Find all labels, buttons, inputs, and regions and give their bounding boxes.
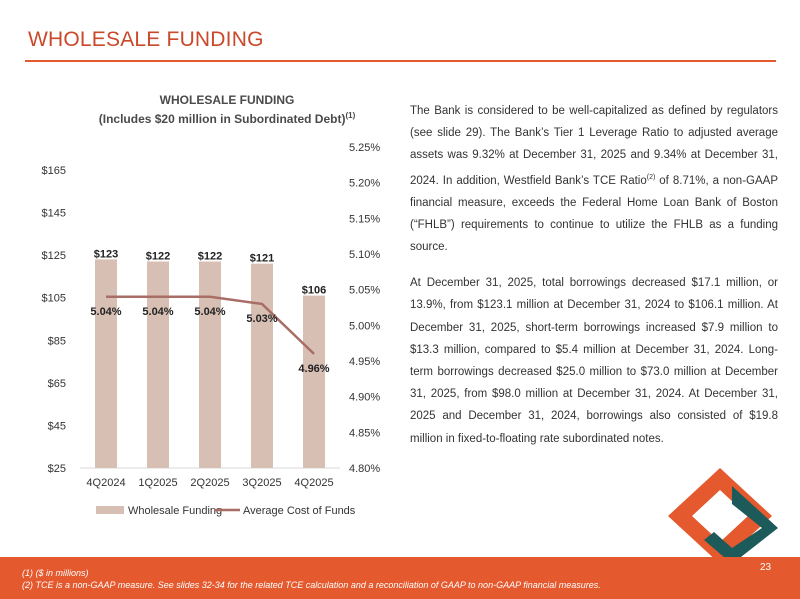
bar-data-label: $122 — [198, 251, 222, 263]
y-right-tick-label: 4.95% — [349, 356, 380, 368]
y-left-tick-label: $65 — [48, 378, 66, 390]
y-left-tick-label: $125 — [42, 250, 66, 262]
page-title: WHOLESALE FUNDING — [28, 28, 264, 51]
y-left-tick-label: $165 — [42, 165, 66, 177]
footnote-1: (1) ($ in millions) — [22, 568, 89, 578]
wholesale-funding-chart: $25 $45 $65 $85 $105 $125 $145 $165 4.80% 4.85% 4.… — [42, 142, 381, 517]
y-left-tick-label: $45 — [48, 420, 66, 432]
y-left-tick-label: $145 — [42, 208, 66, 220]
chart-title-block: WHOLESALE FUNDING (Includes $20 million … — [40, 92, 414, 127]
bar-wholesale-funding — [251, 263, 273, 468]
bar-data-label: $121 — [250, 253, 274, 265]
commentary-paragraph-1: The Bank is considered to be well-capita… — [410, 105, 778, 254]
y-left-tick-label: $105 — [42, 293, 66, 305]
chart-title: WHOLESALE FUNDING — [159, 93, 295, 107]
x-tick-label: 1Q2025 — [138, 477, 177, 489]
legend-label-wholesale-funding: Wholesale Funding — [128, 505, 222, 517]
x-tick-label: 4Q2025 — [294, 477, 333, 489]
commentary-text: The Bank is considered to be well-capita… — [410, 100, 778, 464]
chart-subtitle-footnote: (1) — [345, 111, 356, 120]
y-right-tick-label: 5.15% — [349, 213, 380, 225]
bar-wholesale-funding — [199, 261, 221, 468]
commentary-paragraph-2: At December 31, 2025, total borrowings d… — [410, 277, 778, 445]
commentary-footnote-ref: (2) — [646, 173, 656, 181]
title-divider — [25, 60, 776, 62]
bar-wholesale-funding — [147, 261, 169, 468]
y-left-tick-label: $25 — [48, 463, 66, 475]
line-data-label: 5.04% — [90, 306, 121, 318]
legend-label-average-cost-of-funds: Average Cost of Funds — [243, 505, 356, 517]
line-data-label: 5.03% — [246, 313, 277, 325]
bar-wholesale-funding — [303, 295, 325, 468]
bar-data-label: $123 — [94, 248, 118, 260]
y-right-tick-label: 5.20% — [349, 178, 380, 190]
x-tick-label: 2Q2025 — [190, 477, 229, 489]
line-average-cost-of-funds — [106, 295, 315, 355]
page-number: 23 — [760, 562, 772, 573]
bar-data-label: $122 — [146, 251, 170, 263]
y-right-tick-label: 4.90% — [349, 392, 380, 404]
y-right-tick-label: 5.10% — [349, 249, 380, 261]
y-right-tick-label: 4.80% — [349, 463, 380, 475]
y-left-tick-label: $85 — [48, 335, 66, 347]
legend-swatch-wholesale-funding — [96, 506, 124, 514]
logo-teal-diamond — [704, 486, 778, 564]
y-right-tick-label: 4.85% — [349, 427, 380, 439]
footer-bar — [0, 557, 800, 599]
chart-subtitle: (Includes $20 million in Subordinated De… — [98, 111, 356, 126]
footnote-2: (2) TCE is a non-GAAP measure. See slide… — [22, 579, 601, 590]
line-data-label: 4.96% — [298, 363, 329, 375]
bar-wholesale-funding — [95, 259, 117, 468]
y-right-tick-label: 5.25% — [349, 142, 380, 154]
x-tick-label: 4Q2024 — [86, 477, 125, 489]
x-tick-label: 3Q2025 — [242, 477, 281, 489]
company-logo — [668, 468, 778, 564]
y-right-tick-label: 5.00% — [349, 320, 380, 332]
line-data-label: 5.04% — [194, 306, 225, 318]
line-data-label: 5.04% — [142, 306, 173, 318]
bar-data-label: $106 — [302, 285, 326, 297]
footnotes: (1) ($ in millions) (2) TCE is a non-GAA… — [22, 568, 601, 591]
y-right-tick-label: 5.05% — [349, 285, 380, 297]
